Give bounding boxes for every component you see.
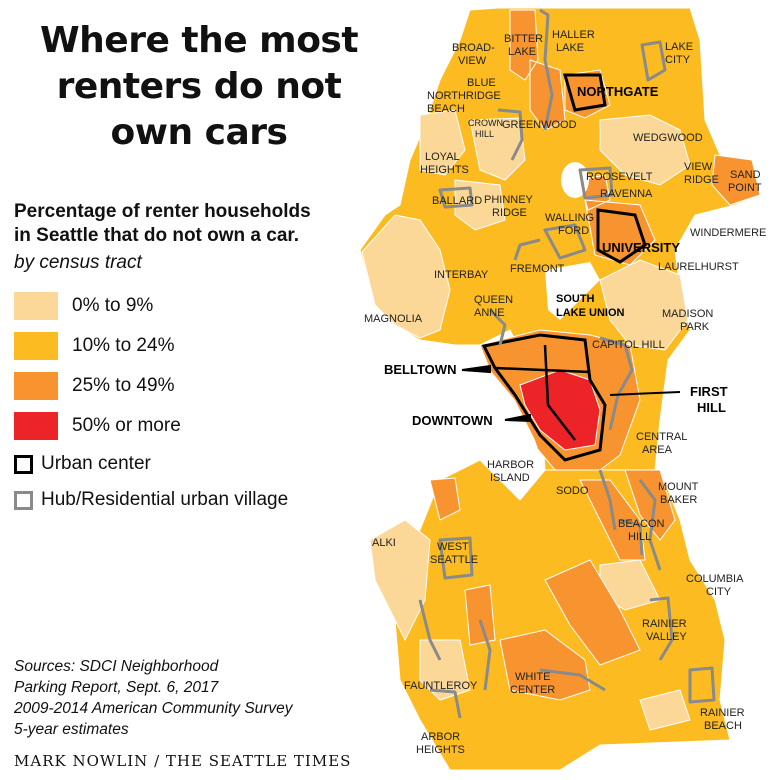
label-greenwood: GREENWOOD [502,119,577,131]
label-ballard: BALLARD [432,195,482,207]
label-wedgwood: WEDGWOOD [633,132,703,144]
label-bitter-lake: BITTER LAKE [504,33,543,58]
label-loyal-heights: LOYAL HEIGHTS [420,151,469,176]
urban-center-swatch [14,454,33,474]
label-central-area: CENTRAL AREA [636,431,687,456]
legend-outline-item: Urban center [14,446,288,482]
label-roosevelt: ROOSEVELT [586,171,653,183]
legend-label: 25% to 49% [72,375,175,396]
label-capitol-hill: CAPITOL HILL [592,339,665,351]
label-mount-baker: MOUNT BAKER [658,481,699,506]
legend-label: 50% or more [72,415,181,436]
label-sand-point: SAND POINT [728,169,762,194]
label-phinney-ridge: PHINNEY RIDGE [484,194,534,219]
legend-swatch [14,372,58,400]
legend-outline-label: Hub/Residential urban village [41,489,289,510]
label-harbor-island: HARBOR ISLAND [487,459,534,484]
belltown-pointer [461,364,491,374]
elliott-bay [440,345,545,500]
label-downtown: DOWNTOWN [412,413,493,428]
legend-label: 0% to 9% [72,295,154,316]
legend-item: 10% to 24% [14,326,288,366]
legend-item: 50% or more [14,406,288,446]
lake-union [545,262,600,320]
label-first-hill: FIRST HILL [690,384,728,415]
north-light-tracts [419,109,691,351]
legend-title: Percentage of renter households in Seatt… [14,201,311,246]
label-west-seattle: WEST SEATTLE [430,541,478,566]
label-rainier-beach: RAINIER BEACH [700,707,745,732]
label-blue-ridge: BLUE NORTHRIDGE BEACH [427,77,501,115]
label-madison-park: MADISON PARK [662,308,713,333]
magnolia-land [361,214,451,339]
label-fauntleroy: FAUNTLEROY [404,680,478,692]
label-sodo: SODO [556,485,589,497]
label-fremont: FREMONT [510,263,565,275]
legend: 0% to 9% 10% to 24% 25% to 49% 50% or mo… [14,286,288,518]
label-wallingford: WALLING FORD [545,212,594,237]
legend-byline: by census tract [14,252,142,273]
label-broadview: BROAD-VIEW [452,42,495,67]
label-south-lake-union: SOUTH LAKE UNION [556,293,625,319]
sources: Sources: SDCI Neighborhood Parking Repor… [14,658,293,738]
label-crown-hill: CROWN HILL [468,118,503,139]
label-queen-anne: QUEEN ANNE [474,294,513,319]
legend-item: 25% to 49% [14,366,288,406]
label-magnolia: MAGNOLIA [364,313,423,325]
label-lake-city: LAKE CITY [665,41,693,66]
legend-outline-item: Hub/Residential urban village [14,482,288,518]
label-belltown: BELLTOWN [384,362,456,377]
map-labels: BITTER LAKE HALLER LAKE BROAD-VIEW LAKE CIT… [364,29,766,756]
urban-center-outline [481,73,647,462]
page-title: Where the most renters do not own cars [39,20,359,153]
label-northgate: NORTHGATE [577,84,659,99]
label-arbor-heights: ARBOR HEIGHTS [416,731,465,756]
legend-swatch [14,292,58,320]
downtown-red [519,369,601,451]
hub-village-outlines [418,8,716,719]
credit: MARK NOWLIN / THE SEATTLE TIMES [14,752,352,770]
label-columbia-city: COLUMBIA CITY [686,573,744,598]
legend-outline-label: Urban center [41,453,151,474]
downtown-pointer [504,413,531,423]
label-view-ridge: VIEW RIDGE [684,161,719,186]
label-laurelhurst: LAURELHURST [658,261,739,273]
label-alki: ALKI [372,537,396,549]
legend-swatch [14,412,58,440]
label-windermere: WINDERMERE [690,227,766,239]
label-white-center: WHITE CENTER [510,671,555,696]
urban-center-divider [494,344,591,441]
legend-label: 10% to 24% [72,335,175,356]
first-hill-pointer [609,391,681,396]
label-ravenna: RAVENNA [600,188,653,200]
hub-village-swatch [14,490,33,510]
legend-swatch [14,332,58,360]
label-haller-lake: HALLER LAKE [552,29,595,54]
legend-item: 0% to 9% [14,286,288,326]
label-rainier-valley: RAINIER VALLEY [642,618,687,643]
label-interbay: INTERBAY [434,269,489,281]
label-beacon-hill: BEACON HILL [618,518,665,543]
label-university: UNIVERSITY [602,240,680,255]
